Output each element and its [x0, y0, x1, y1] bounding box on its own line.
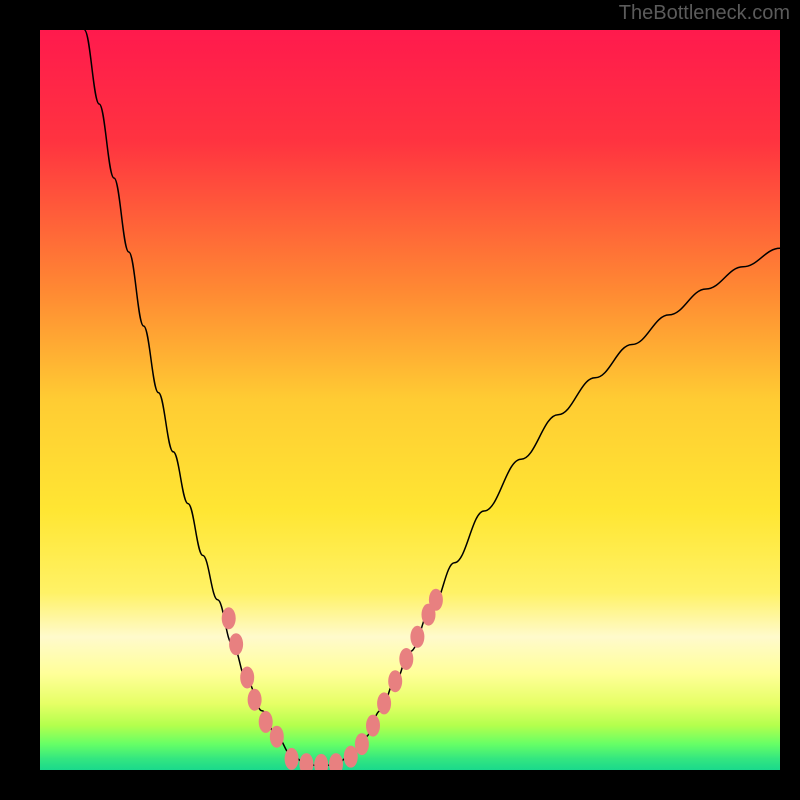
scatter-point: [314, 754, 328, 770]
scatter-point: [299, 753, 313, 770]
bottleneck-curve: [84, 30, 780, 766]
scatter-point: [388, 670, 402, 692]
scatter-point: [259, 711, 273, 733]
curve-layer: [40, 30, 780, 770]
scatter-point: [270, 726, 284, 748]
scatter-point: [248, 689, 262, 711]
scatter-point: [366, 715, 380, 737]
chart-container: TheBottleneck.com: [0, 0, 800, 800]
scatter-point: [222, 607, 236, 629]
scatter-point: [229, 633, 243, 655]
watermark-text: TheBottleneck.com: [619, 2, 790, 25]
scatter-point: [329, 753, 343, 770]
scatter-point: [240, 667, 254, 689]
scatter-points: [222, 589, 443, 770]
scatter-point: [355, 733, 369, 755]
scatter-point: [285, 748, 299, 770]
scatter-point: [410, 626, 424, 648]
scatter-point: [377, 692, 391, 714]
scatter-point: [399, 648, 413, 670]
scatter-point: [429, 589, 443, 611]
plot-area: [40, 30, 780, 770]
